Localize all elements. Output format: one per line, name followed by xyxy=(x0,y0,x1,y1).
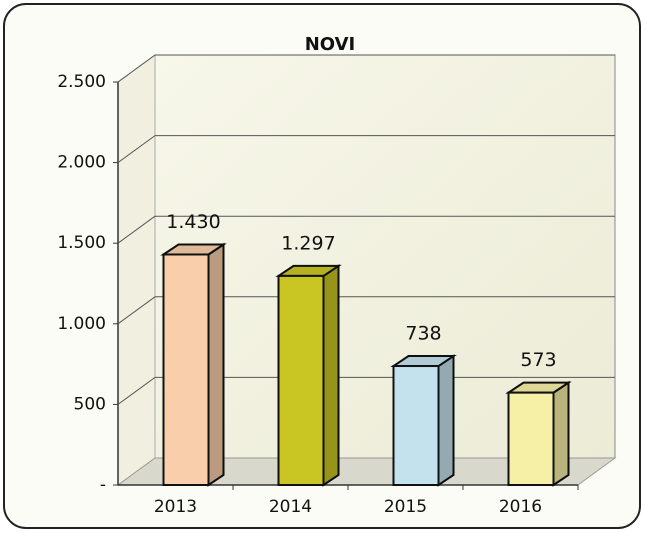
x-tick-label: 2013 xyxy=(154,497,197,517)
bar-side xyxy=(322,264,340,487)
y-tick-label: 2.000 xyxy=(57,153,106,173)
data-label: 738 xyxy=(405,323,441,345)
data-label: 1.297 xyxy=(281,232,335,254)
bar-side xyxy=(437,354,455,487)
chart-title: NOVI xyxy=(305,34,356,55)
bar-side xyxy=(207,242,225,487)
x-tick-label: 2016 xyxy=(499,497,542,517)
grid-line xyxy=(117,376,156,405)
grid-line xyxy=(117,135,156,164)
data-label: 1.430 xyxy=(166,211,220,233)
grid-line xyxy=(117,296,156,325)
grid-line xyxy=(117,54,156,83)
x-tick-label: 2014 xyxy=(269,497,312,517)
bar xyxy=(277,274,325,487)
bar xyxy=(507,391,555,486)
y-tick-label: 1.000 xyxy=(57,314,106,334)
y-tick-label: 2.500 xyxy=(57,72,106,92)
y-tick-label: - xyxy=(100,475,106,495)
y-tick-label: 1.500 xyxy=(57,233,106,253)
bar xyxy=(392,365,440,486)
data-label: 573 xyxy=(520,349,556,371)
grid-line xyxy=(117,215,156,244)
side-wall xyxy=(117,54,156,486)
bar-side xyxy=(552,380,570,487)
y-tick-label: 500 xyxy=(74,394,106,414)
bar xyxy=(162,253,210,486)
x-tick-label: 2015 xyxy=(384,497,427,517)
